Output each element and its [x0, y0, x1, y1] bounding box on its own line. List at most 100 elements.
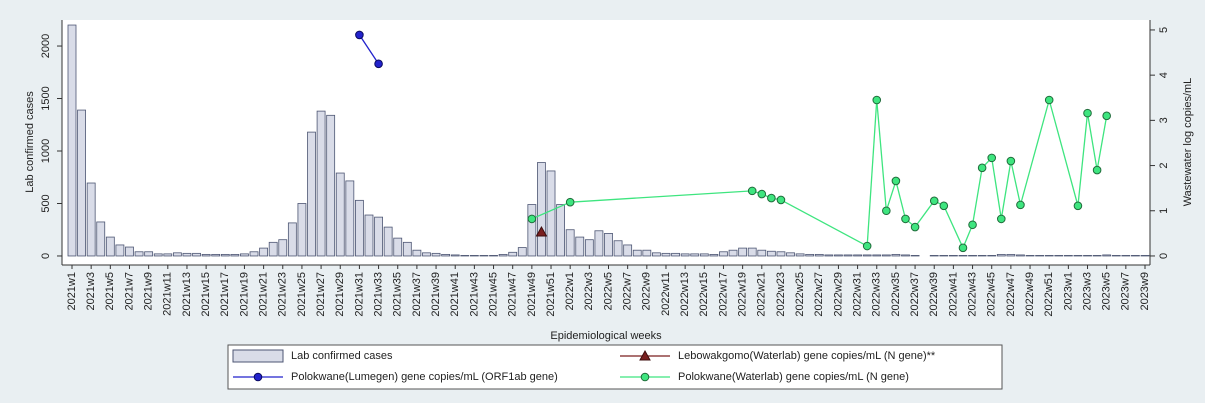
bar: [527, 204, 537, 257]
x-axis-title: Epidemiological weeks: [550, 330, 662, 342]
x-tick-label: 2021w49: [526, 272, 538, 317]
x-tick-label: 2022w11: [660, 272, 672, 316]
line-segment: [914, 200, 935, 228]
bar: [172, 252, 182, 257]
bar: [1054, 255, 1064, 257]
bar: [901, 254, 910, 257]
bar: [671, 252, 680, 257]
bar: [211, 253, 221, 257]
legend-marker: [640, 372, 650, 382]
y2-tick-label: 0: [1158, 253, 1170, 259]
x-tick-label: 2022w35: [890, 272, 902, 317]
x-tick-label: 2022w13: [679, 272, 691, 317]
line-segment: [943, 205, 964, 249]
bar: [220, 253, 230, 257]
x-tick-label: 2022w9: [641, 272, 653, 311]
x-tick-label: 2022w49: [1024, 272, 1036, 317]
line-segment: [866, 99, 878, 247]
bar: [249, 251, 259, 257]
point: [1102, 111, 1111, 121]
bar: [1111, 255, 1121, 257]
x-tick-label: 2021w47: [507, 272, 519, 317]
legend-marker: [639, 349, 651, 361]
x-tick-label: 2023w3: [1081, 272, 1093, 311]
bar: [326, 114, 336, 257]
x-tick-label: 2021w5: [104, 272, 116, 311]
bar: [747, 247, 757, 257]
bar: [134, 251, 144, 257]
x-tick-label: 2022w5: [602, 272, 614, 311]
bar: [1006, 253, 1016, 257]
bar: [431, 252, 441, 257]
bar: [364, 214, 374, 257]
x-tick-label: 2021w45: [487, 272, 499, 317]
bar: [1083, 255, 1092, 257]
x-tick-label: 2022w39: [928, 272, 940, 317]
bar: [623, 244, 633, 257]
bar: [96, 221, 106, 257]
bar: [1016, 254, 1025, 257]
bar: [508, 251, 518, 257]
bar: [738, 247, 748, 257]
y-tick-label: 2000: [40, 34, 52, 58]
bar: [556, 204, 565, 257]
bar: [987, 255, 997, 257]
line-segment: [1077, 113, 1089, 206]
line-segment: [971, 167, 983, 225]
bar: [1092, 255, 1102, 257]
bar: [632, 249, 642, 257]
bar: [661, 252, 671, 257]
point: [929, 196, 939, 206]
bar: [881, 254, 891, 257]
bar: [268, 241, 278, 257]
line-segment: [1019, 99, 1050, 206]
point: [987, 153, 997, 163]
bar: [834, 254, 843, 257]
bar: [1035, 255, 1045, 257]
point: [1006, 156, 1016, 166]
x-tick-label: 2021w31: [353, 272, 365, 317]
point: [1092, 165, 1102, 175]
point: [891, 176, 901, 186]
point: [977, 163, 987, 173]
bar: [929, 255, 939, 257]
x-tick-label: 2022w1: [564, 272, 576, 311]
x-tick-label: 2022w27: [813, 272, 825, 317]
line-segment: [991, 157, 1002, 219]
bar: [163, 253, 173, 257]
bar: [144, 251, 154, 257]
x-tick-label: 2022w51: [1043, 272, 1055, 317]
x-tick-label: 2022w43: [966, 272, 978, 317]
bar: [766, 250, 776, 257]
line-segment: [895, 180, 907, 220]
bar: [230, 253, 240, 257]
bar: [939, 255, 949, 257]
x-tick-label: 2022w19: [737, 272, 749, 317]
bar: [699, 253, 709, 257]
bar: [201, 253, 211, 257]
bar: [728, 249, 738, 257]
bar: [537, 162, 546, 257]
bar: [575, 236, 585, 257]
point: [767, 193, 776, 203]
x-tick-label: 2021w13: [181, 272, 193, 317]
bar: [182, 252, 192, 257]
bar: [1073, 255, 1083, 257]
bar: [355, 199, 364, 257]
y2-tick-label: 5: [1158, 27, 1170, 33]
bar: [489, 255, 498, 257]
line-segment: [1000, 160, 1012, 219]
point: [1044, 95, 1054, 105]
bar: [968, 255, 977, 257]
bar: [786, 252, 795, 257]
point: [996, 214, 1006, 224]
x-tick-label: 2021w11: [162, 272, 174, 316]
legend-label: Lab confirmed cases: [291, 350, 393, 362]
bar: [460, 255, 470, 257]
bar: [450, 254, 460, 257]
bar: [469, 255, 479, 257]
bar: [690, 253, 700, 257]
x-tick-label: 2022w21: [756, 272, 768, 317]
line-segment: [876, 99, 887, 211]
